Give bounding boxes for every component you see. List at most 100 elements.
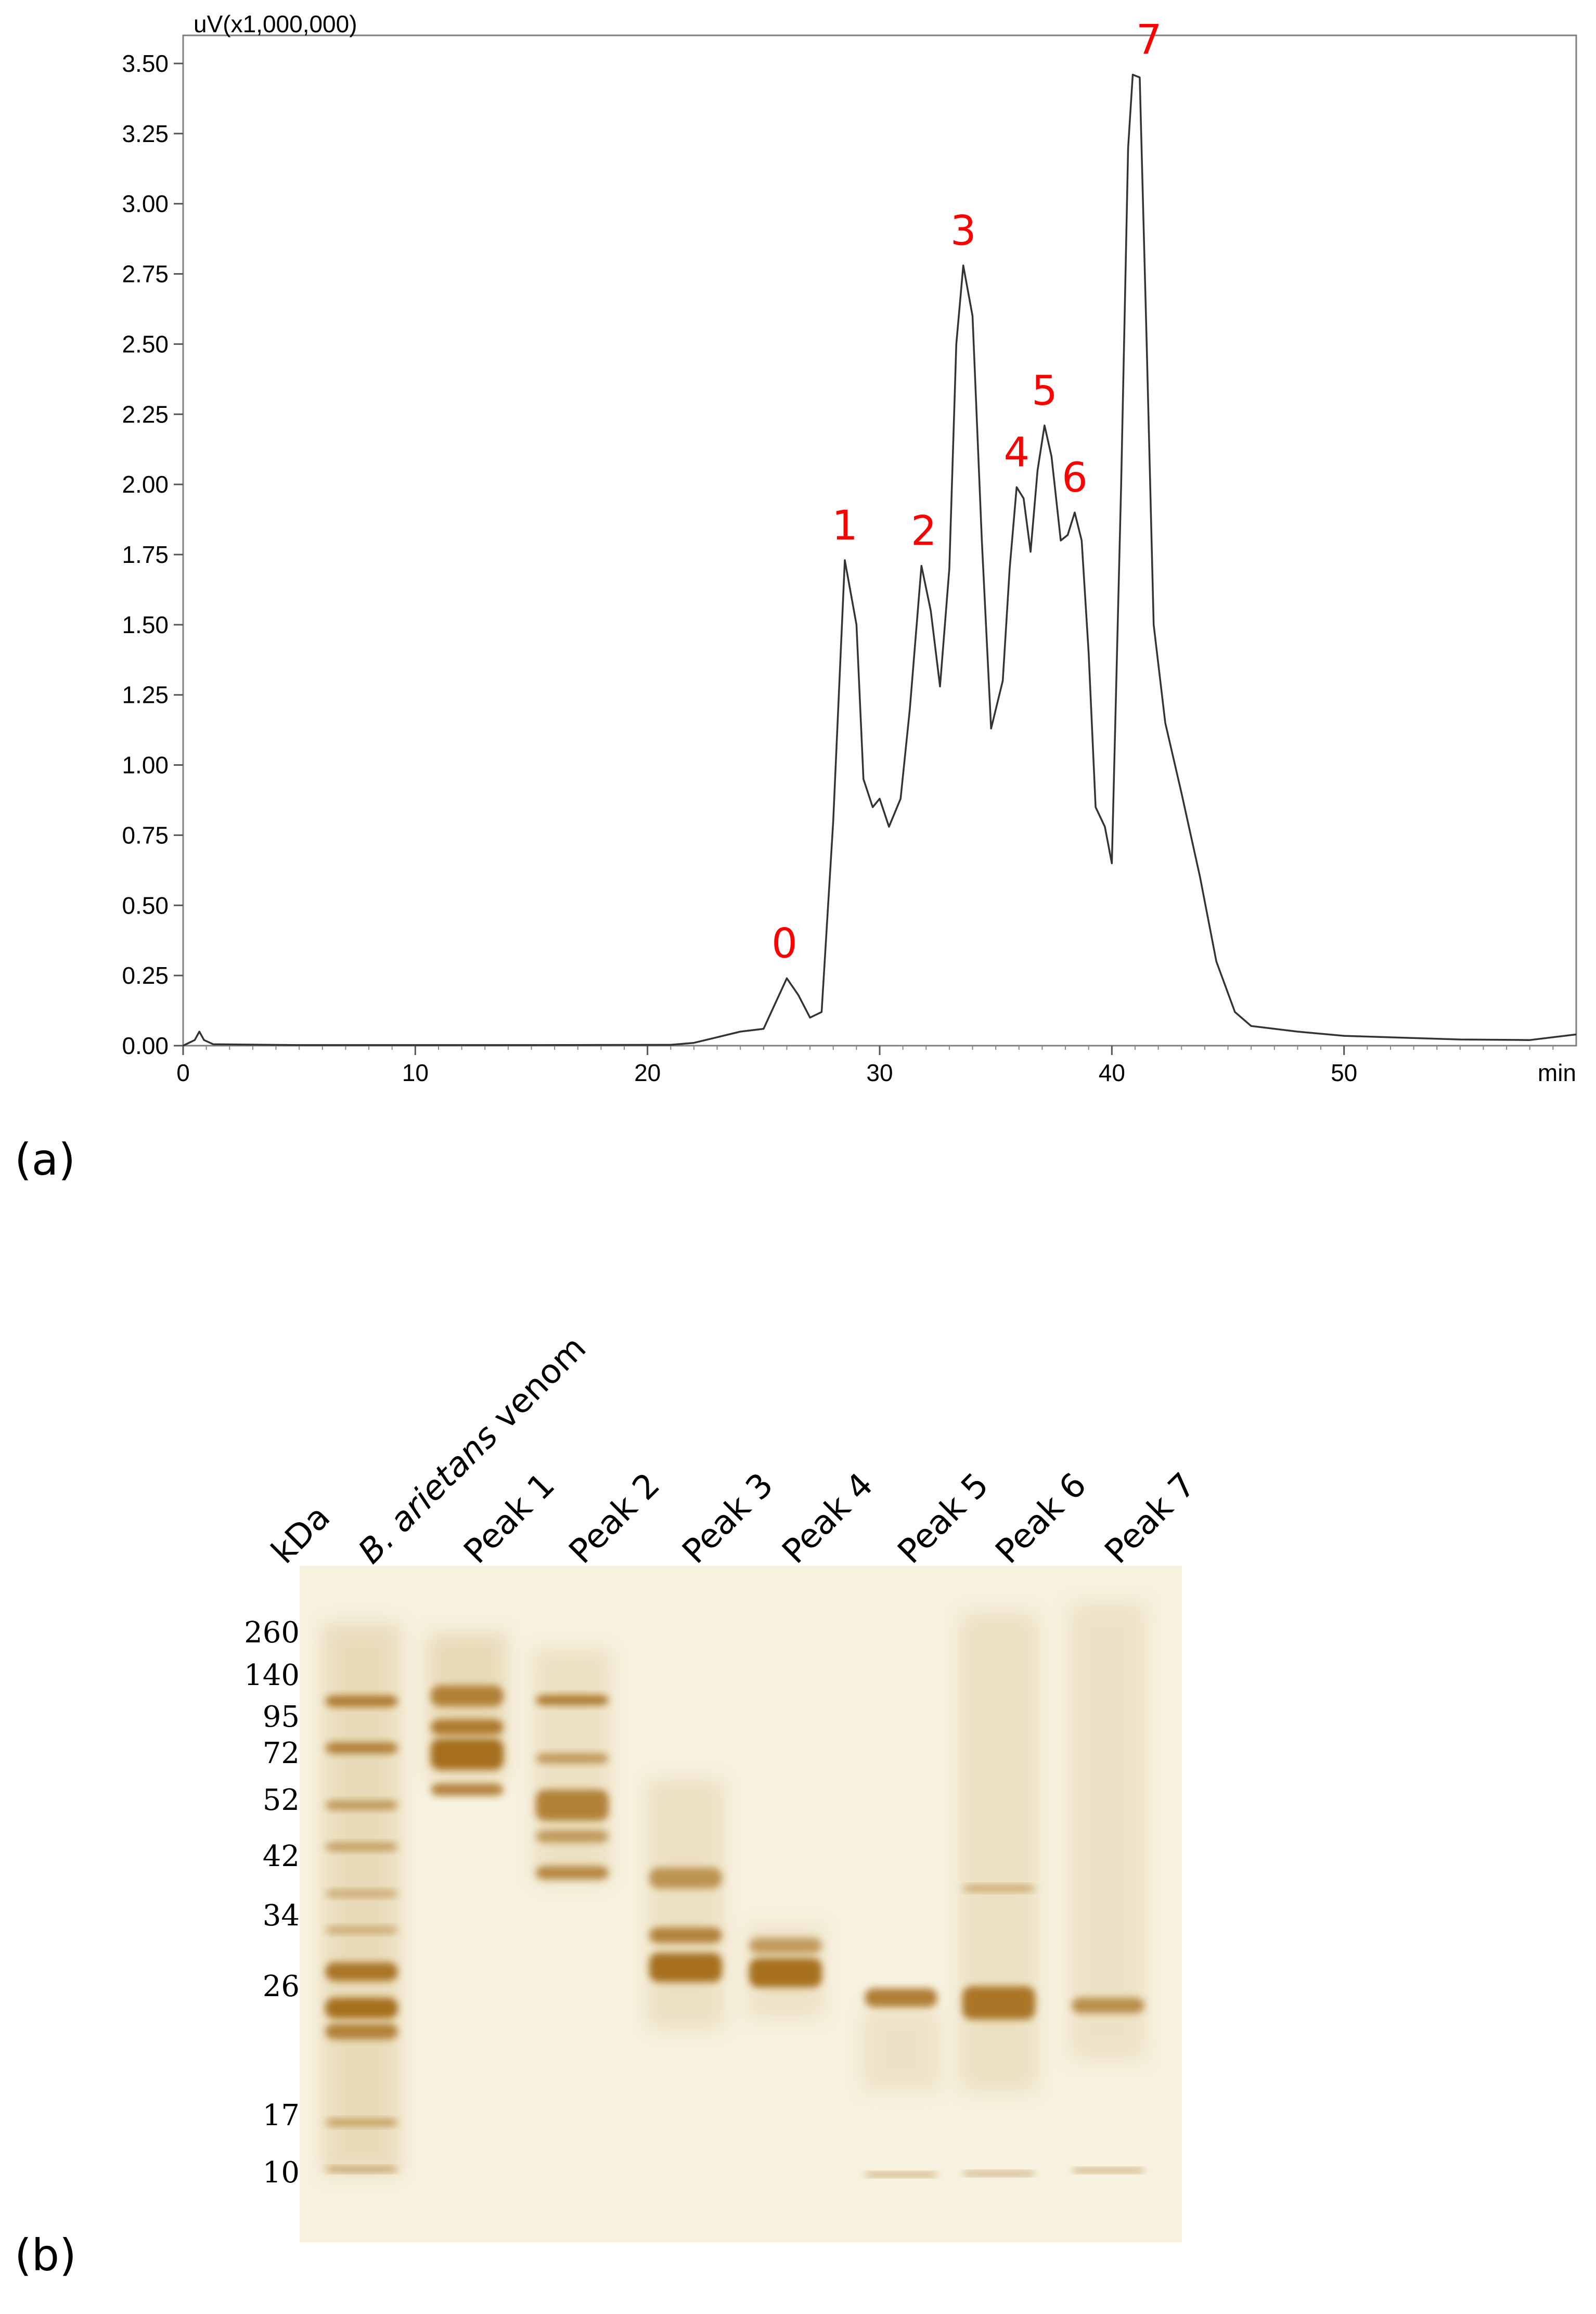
x-tick-label: 40 — [1099, 1059, 1125, 1086]
gel-svg — [300, 1566, 1182, 2242]
peak-label: 5 — [1032, 368, 1058, 415]
peak-label: 6 — [1062, 455, 1088, 502]
gel-band — [431, 1686, 504, 1706]
gel-band — [431, 1719, 504, 1735]
y-tick-label: 2.50 — [122, 330, 169, 357]
kda-unit-label: kDa — [264, 1498, 338, 1572]
gel-band — [325, 2024, 398, 2039]
lane-label-text: Peak 7 — [1098, 1465, 1203, 1572]
gel-smear — [647, 1779, 725, 2029]
y-tick-label: 0.25 — [122, 962, 169, 989]
gel-band — [325, 2167, 398, 2172]
lane-label: Peak 6 — [988, 1465, 1094, 1571]
gel-band — [431, 1739, 504, 1770]
series-line — [183, 73, 1577, 1047]
lane-label: Peak 5 — [891, 1465, 996, 1571]
y-tick-label: 2.25 — [122, 401, 169, 428]
gel-band — [536, 1830, 609, 1843]
lane-label-text: Peak 6 — [988, 1465, 1094, 1572]
panel-label-b: (b) — [15, 2230, 76, 2281]
y-tick-label: 1.00 — [122, 752, 169, 779]
x-tick-label: 50 — [1331, 1059, 1357, 1086]
mw-label: 95 — [262, 1700, 300, 1734]
gel-band — [749, 1938, 822, 1953]
peak-label: 4 — [1004, 430, 1030, 477]
gel-smear — [862, 2008, 940, 2091]
x-tick-label: 0 — [176, 1059, 190, 1086]
mw-label: 34 — [262, 1899, 300, 1933]
gel-band — [1072, 1998, 1144, 2013]
lane-label: Peak 4 — [775, 1465, 881, 1571]
lane-label: Peak 7 — [1098, 1465, 1203, 1571]
gel-band — [536, 1753, 609, 1764]
x-tick-label: 30 — [866, 1059, 893, 1086]
mw-label: 260 — [244, 1616, 300, 1650]
y-tick-label: 3.25 — [122, 120, 169, 147]
gel-band — [649, 1927, 722, 1943]
gel-smear — [1069, 1602, 1147, 2060]
y-tick-label: 3.00 — [122, 190, 169, 217]
gel-band — [1072, 2168, 1144, 2172]
y-tick-label: 0.00 — [122, 1032, 169, 1059]
y-tick-label: 2.75 — [122, 261, 169, 288]
lane-label-text: Peak 2 — [562, 1465, 667, 1572]
peak-label: 2 — [911, 508, 937, 555]
x-tick-label: 10 — [402, 1059, 429, 1086]
x-tick-label: 20 — [634, 1059, 661, 1086]
y-tick-label: 1.50 — [122, 611, 169, 638]
x-axis-label: min — [1538, 1059, 1576, 1086]
y-tick-label: 1.25 — [122, 682, 169, 709]
chromatogram: 0.00 0.25 0.50 0.75 1.00 1.25 1.50 1.75 2.00 2.25… — [122, 10, 1577, 1086]
gel-band — [649, 1868, 722, 1888]
lane-label-text: Peak 3 — [675, 1465, 781, 1572]
gel-band — [962, 2171, 1035, 2176]
gel-band — [325, 2119, 398, 2126]
gel-band — [865, 2172, 937, 2177]
lane-label-text: Peak 4 — [775, 1465, 881, 1572]
gel-band — [536, 1790, 609, 1821]
y-tick-label: 3.50 — [122, 50, 169, 77]
gel-band — [325, 1695, 398, 1707]
gel-band — [536, 1695, 609, 1705]
gel-band — [649, 1953, 722, 1982]
mw-label: 10 — [262, 2156, 300, 2190]
y-tick-label: 1.75 — [122, 541, 169, 568]
mw-label: 42 — [262, 1840, 300, 1873]
gel-smear — [533, 1649, 611, 1883]
lane-label-text: Peak 5 — [891, 1465, 996, 1572]
gel-band — [325, 1926, 398, 1934]
y-tick-label: 0.75 — [122, 821, 169, 849]
gel-band — [962, 1885, 1035, 1892]
lane-label: Peak 3 — [675, 1465, 781, 1571]
gel-band — [749, 1958, 822, 1987]
lane-label-text: venom — [478, 1329, 594, 1445]
gel-band — [431, 1783, 504, 1796]
lane-label: Peak 1 — [457, 1465, 562, 1571]
gel-image — [300, 1566, 1182, 2242]
gel-smear — [323, 1623, 401, 2175]
y-axis-label: uV(x1,000,000) — [194, 10, 357, 37]
gel-band — [325, 1998, 398, 2019]
panel-label-a: (a) — [15, 1134, 76, 1185]
gel-band — [325, 1742, 398, 1754]
peak-label: 3 — [950, 208, 976, 254]
gel-band — [325, 1801, 398, 1810]
mw-label: 72 — [262, 1737, 300, 1770]
peak-label: 1 — [832, 503, 858, 549]
gel-band — [325, 1890, 398, 1897]
lane-label-text: Peak 1 — [457, 1465, 562, 1572]
gel-band — [325, 1962, 398, 1981]
plot-frame — [182, 34, 1577, 1047]
peak-label: 0 — [771, 921, 797, 968]
gel-band — [962, 1986, 1035, 2020]
lane-label: Peak 2 — [562, 1465, 667, 1571]
gel-band — [865, 1988, 937, 2007]
y-tick-label: 2.00 — [122, 471, 169, 498]
mw-label: 140 — [244, 1659, 300, 1692]
gel-figure: kDa B. arietans venom Peak 1 Peak 2 Peak 3 Pe… — [0, 1249, 1596, 2314]
mw-label: 52 — [262, 1783, 300, 1817]
y-tick-label: 0.50 — [122, 892, 169, 919]
peak-label: 7 — [1136, 17, 1162, 64]
gel-band — [325, 1843, 398, 1851]
gel-band — [536, 1866, 609, 1880]
